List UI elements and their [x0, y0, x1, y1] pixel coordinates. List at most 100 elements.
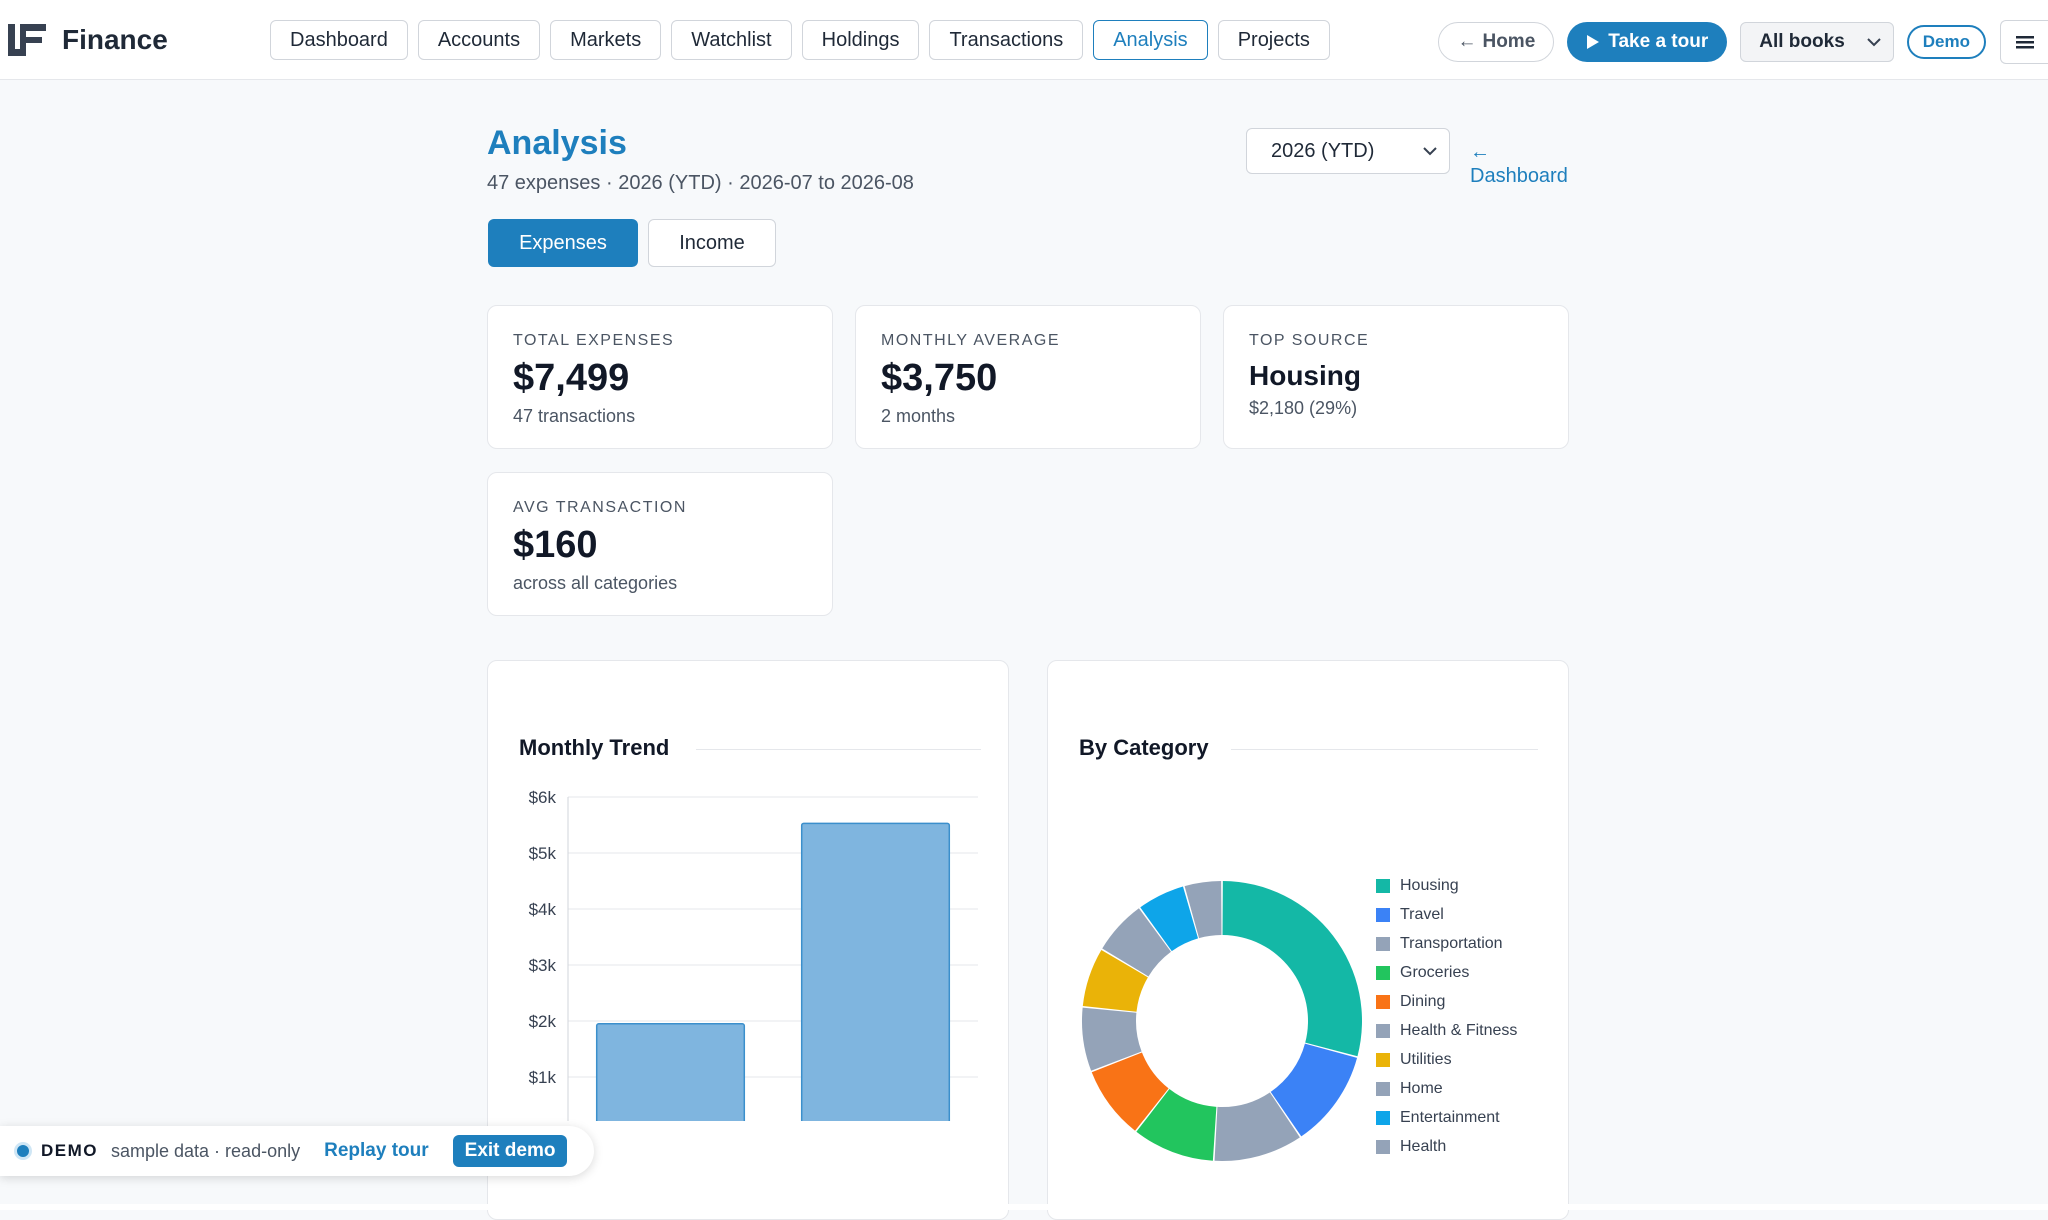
- tab-holdings[interactable]: Holdings: [801, 20, 920, 60]
- home-button-label: Home: [1482, 31, 1536, 52]
- slice-housing[interactable]: [1222, 881, 1362, 1057]
- period-select-value: 2026 (YTD): [1271, 139, 1375, 162]
- lf-logo-icon: [8, 24, 46, 56]
- tab-projects[interactable]: Projects: [1217, 20, 1330, 60]
- legend-item-entertainment[interactable]: Entertainment: [1376, 1103, 1517, 1132]
- by-category-chart: [1082, 881, 1362, 1161]
- tab-markets[interactable]: Markets: [550, 20, 662, 60]
- slice-dining[interactable]: [1091, 1052, 1169, 1131]
- legend-label: Utilities: [1400, 1050, 1452, 1068]
- legend-label: Travel: [1400, 905, 1444, 923]
- monthly-trend-panel: Monthly Trend $0k$1k$2k$3k$4k$5k$6kJul 2…: [487, 660, 1009, 1220]
- y-tick-label: $4k: [529, 900, 557, 919]
- take-tour-label: Take a tour: [1608, 31, 1709, 52]
- tab-accounts[interactable]: Accounts: [417, 20, 541, 60]
- title-divider: [1231, 749, 1538, 750]
- monthly-trend-title: Monthly Trend: [519, 735, 670, 760]
- card-value: $3,750: [881, 357, 998, 399]
- chevron-down-icon: [1423, 146, 1437, 155]
- legend-item-home[interactable]: Home: [1376, 1074, 1517, 1103]
- top-navbar: Finance Dashboard Accounts Markets Watch…: [0, 0, 2048, 80]
- legend-item-travel[interactable]: Travel: [1376, 900, 1517, 929]
- tab-analysis[interactable]: Analysis: [1093, 20, 1208, 60]
- legend-label: Entertainment: [1400, 1108, 1500, 1126]
- demo-badge[interactable]: Demo: [1906, 25, 1986, 59]
- slice-travel[interactable]: [1270, 1043, 1358, 1137]
- card-value: $7,499: [513, 357, 630, 399]
- legend-swatch: [1376, 878, 1390, 893]
- slice-entertainment[interactable]: [1140, 886, 1199, 952]
- slice-home[interactable]: [1102, 908, 1171, 977]
- main-nav-tabs: Dashboard Accounts Markets Watchlist Hol…: [270, 20, 1330, 60]
- legend-item-dining[interactable]: Dining: [1376, 987, 1517, 1016]
- card-label: Monthly average: [881, 332, 1060, 349]
- page-subtitle: 47 expenses · 2026 (YTD) · 2026-07 to 20…: [487, 172, 914, 194]
- category-legend: Housing Travel Transportation Groceries Dini…: [1376, 871, 1517, 1161]
- card-label: Avg transaction: [513, 499, 687, 516]
- bar-jul-26[interactable]: [595, 1023, 746, 1121]
- bar-aug-26[interactable]: [800, 822, 951, 1121]
- avg-transaction-card: Avg transaction $160 across all categori…: [487, 472, 833, 616]
- income-toggle[interactable]: Income: [648, 219, 776, 267]
- legend-label: Dining: [1400, 992, 1446, 1010]
- arrow-left-icon: ←: [1457, 31, 1477, 52]
- books-select[interactable]: All books: [1740, 22, 1894, 62]
- legend-swatch: [1376, 1023, 1390, 1038]
- top-source-card: Top source Housing $2,180 (29%): [1223, 305, 1569, 449]
- slice-health[interactable]: [1184, 881, 1222, 939]
- slice-groceries[interactable]: [1136, 1089, 1217, 1161]
- legend-item-transportation[interactable]: Transportation: [1376, 929, 1517, 958]
- card-value: Housing: [1249, 360, 1361, 391]
- expenses-toggle[interactable]: Expenses: [488, 219, 638, 267]
- replay-tour-link[interactable]: Replay tour: [324, 1140, 429, 1161]
- legend-swatch: [1376, 965, 1390, 980]
- legend-item-health-fitness[interactable]: Health & Fitness: [1376, 1016, 1517, 1045]
- by-category-panel: By Category Housing Travel Transportation G…: [1047, 660, 1569, 1220]
- legend-swatch: [1376, 1052, 1390, 1067]
- legend-label: Groceries: [1400, 963, 1470, 981]
- top-actions: ← Home Take a tour All books Demo: [1438, 20, 2048, 64]
- legend-swatch: [1376, 1081, 1390, 1096]
- slice-utilities[interactable]: [1082, 949, 1148, 1012]
- y-tick-label: $1k: [529, 1068, 557, 1087]
- card-subtext: 2 months: [881, 406, 956, 426]
- total-expenses-card: Total expenses $7,499 47 transactions: [487, 305, 833, 449]
- app-logo[interactable]: Finance: [6, 22, 168, 58]
- back-link-label: Dashboard: [1470, 165, 1568, 187]
- tab-dashboard[interactable]: Dashboard: [270, 20, 408, 60]
- legend-item-groceries[interactable]: Groceries: [1376, 958, 1517, 987]
- page-title: Analysis: [487, 124, 627, 162]
- legend-swatch: [1376, 994, 1390, 1009]
- legend-swatch: [1376, 1110, 1390, 1125]
- take-tour-button[interactable]: Take a tour: [1567, 22, 1728, 62]
- home-button[interactable]: ← Home: [1438, 22, 1555, 62]
- legend-swatch: [1376, 936, 1390, 951]
- books-select-value: All books: [1759, 31, 1845, 52]
- hamburger-icon: [2015, 36, 2034, 49]
- legend-label: Home: [1400, 1079, 1443, 1097]
- play-icon: [1587, 35, 1600, 49]
- tab-transactions[interactable]: Transactions: [929, 20, 1084, 60]
- back-to-dashboard-link[interactable]: ← Dashboard: [1470, 140, 1568, 188]
- slice-health-fitness[interactable]: [1082, 1007, 1142, 1071]
- period-select[interactable]: 2026 (YTD): [1246, 128, 1450, 174]
- legend-item-housing[interactable]: Housing: [1376, 871, 1517, 900]
- bottom-strip: [0, 1204, 2048, 1210]
- arrow-left-icon: ←: [1470, 141, 1490, 163]
- menu-button[interactable]: [2000, 20, 2048, 64]
- legend-label: Transportation: [1400, 934, 1503, 952]
- slice-transportation[interactable]: [1214, 1092, 1300, 1161]
- demo-description: sample data · read-only: [111, 1140, 301, 1161]
- tab-watchlist[interactable]: Watchlist: [671, 20, 792, 60]
- demo-status-dot: [14, 1142, 32, 1160]
- exit-demo-button[interactable]: Exit demo: [452, 1135, 568, 1167]
- legend-label: Housing: [1400, 876, 1459, 894]
- card-value: $160: [513, 524, 598, 566]
- legend-item-utilities[interactable]: Utilities: [1376, 1045, 1517, 1074]
- legend-label: Health: [1400, 1137, 1447, 1155]
- app-name: Finance: [62, 24, 168, 55]
- chevron-down-icon: [1867, 37, 1881, 46]
- legend-item-health[interactable]: Health: [1376, 1132, 1517, 1161]
- card-label: Top source: [1249, 332, 1370, 349]
- card-subtext: 47 transactions: [513, 406, 636, 426]
